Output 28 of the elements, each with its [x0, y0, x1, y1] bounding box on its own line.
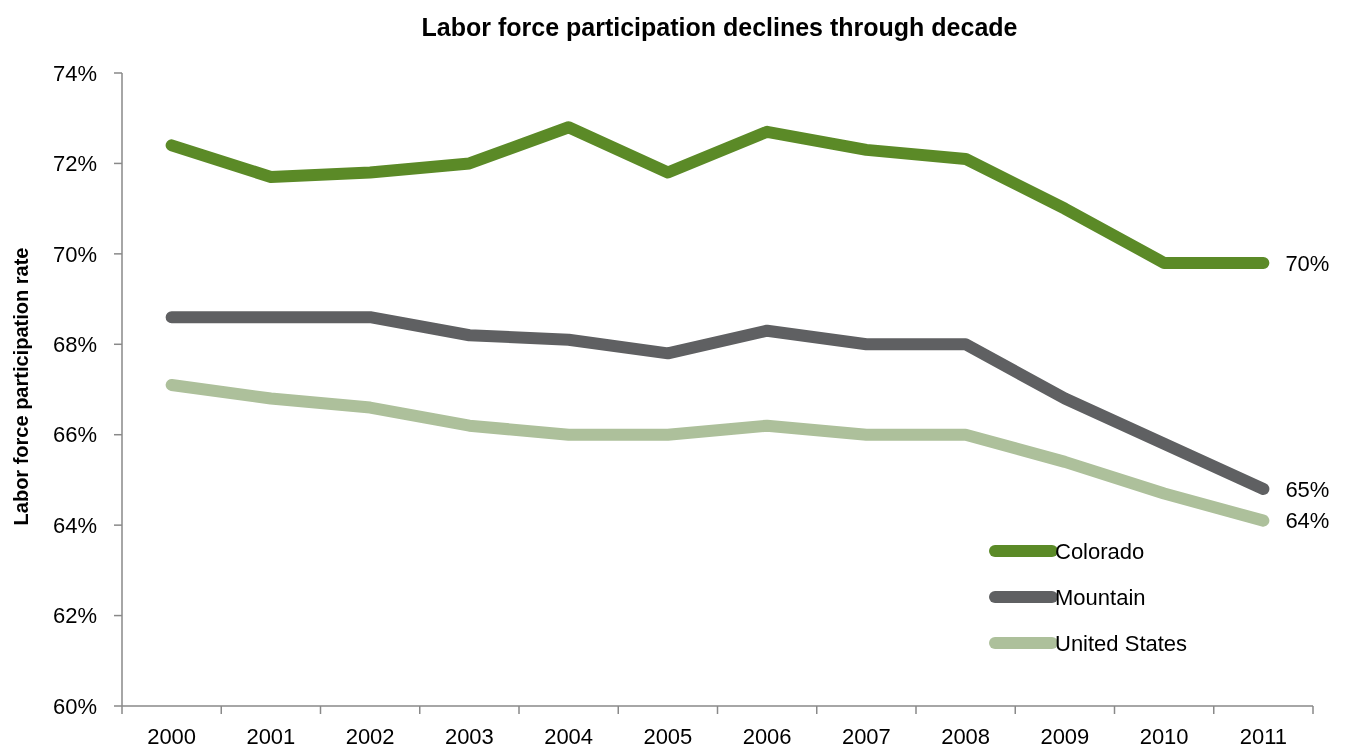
y-tick-label: 72%	[52, 151, 97, 177]
x-tick-label: 2008	[941, 723, 991, 749]
x-tick-label: 2009	[1040, 723, 1090, 749]
x-tick-label: 2001	[246, 723, 296, 749]
x-tick-label: 2003	[444, 723, 494, 749]
data-label: 65%	[1285, 476, 1330, 502]
y-tick-label: 70%	[52, 241, 97, 267]
y-tick-label: 66%	[52, 422, 97, 448]
y-tick-label: 64%	[52, 512, 97, 538]
chart-title: Labor force participation declines through decade	[421, 13, 1018, 41]
x-tick-label: 2004	[544, 723, 594, 749]
x-tick-label: 2011	[1239, 723, 1288, 749]
legend-label: United States	[1055, 630, 1188, 656]
data-label: 70%	[1285, 250, 1330, 276]
x-tick-label: 2007	[841, 723, 891, 749]
data-label: 64%	[1285, 508, 1330, 534]
y-axis-title: Labor force participation rate	[10, 247, 32, 526]
legend-label: Mountain	[1055, 584, 1146, 610]
x-tick-label: 2000	[147, 723, 197, 749]
x-tick-label: 2010	[1139, 723, 1189, 749]
y-tick-label: 68%	[52, 331, 97, 357]
x-tick-label: 2005	[643, 723, 693, 749]
legend-label: Colorado	[1055, 538, 1145, 564]
y-tick-label: 62%	[52, 603, 97, 629]
y-tick-label: 74%	[52, 60, 97, 86]
x-tick-label: 2002	[345, 723, 395, 749]
x-tick-label: 2006	[742, 723, 792, 749]
y-tick-label: 60%	[52, 693, 97, 719]
